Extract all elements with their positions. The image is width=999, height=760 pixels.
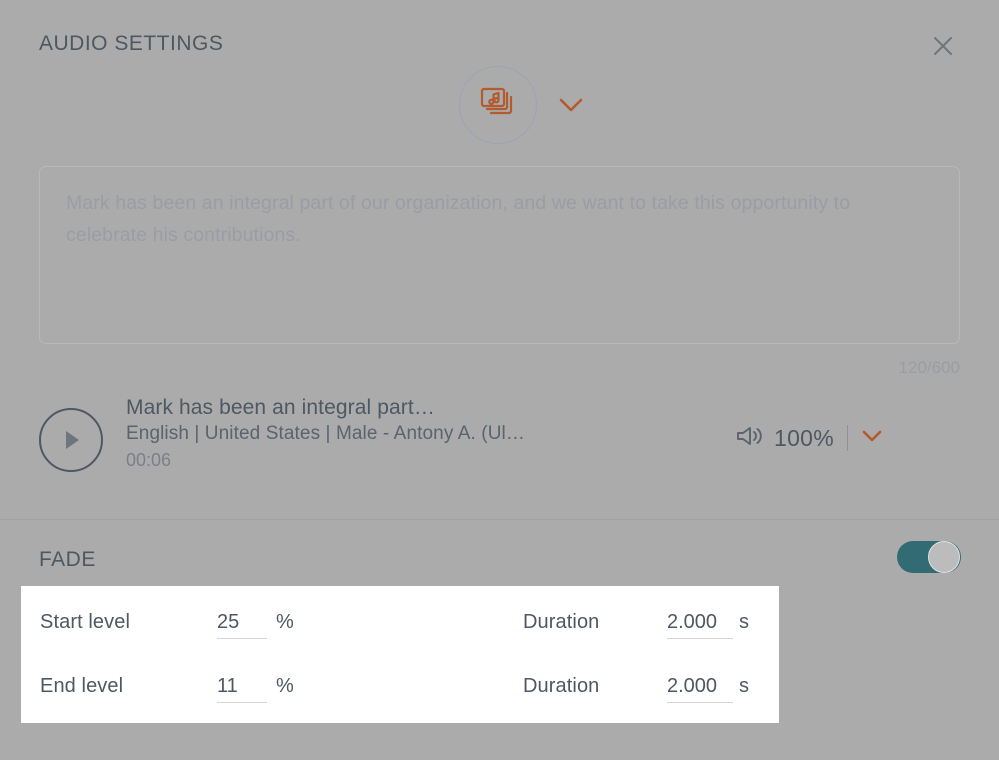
audio-type-selector	[0, 64, 999, 144]
start-level-input[interactable]: 25	[217, 611, 267, 639]
end-duration-field[interactable]: 2.000 s	[667, 675, 749, 703]
fade-toggle-knob	[928, 541, 960, 573]
script-input[interactable]: Mark has been an integral part of our or…	[39, 166, 960, 344]
end-level-label: End level	[40, 675, 124, 697]
volume-separator	[847, 425, 849, 451]
end-level-field[interactable]: 11 %	[217, 675, 294, 703]
close-icon[interactable]	[925, 28, 961, 64]
end-duration-input[interactable]: 2.000	[667, 675, 733, 703]
fade-row-end: End level 11 % Duration 2.000 s	[21, 658, 779, 722]
fade-settings-panel: Start level 25 % Duration 2.000 s End le…	[21, 586, 779, 723]
speaker-icon[interactable]	[735, 423, 765, 454]
volume-value: 100%	[774, 424, 835, 451]
start-duration-input[interactable]: 2.000	[667, 611, 733, 639]
page-title: AUDIO SETTINGS	[39, 32, 224, 55]
clip-name: Mark has been an integral part…	[126, 396, 435, 419]
music-cards-stack-icon[interactable]	[459, 66, 537, 144]
start-duration-field[interactable]: 2.000 s	[667, 611, 749, 639]
volume-control[interactable]: 100%	[735, 420, 885, 456]
play-icon[interactable]	[39, 408, 103, 472]
audio-clip-row: Mark has been an integral part… English …	[0, 392, 999, 504]
start-level-label: Start level	[40, 611, 131, 633]
end-duration-unit: s	[739, 675, 749, 697]
script-placeholder-text: Mark has been an integral part of our or…	[66, 192, 851, 246]
chevron-down-icon[interactable]	[556, 92, 586, 118]
panel-header: AUDIO SETTINGS	[0, 0, 999, 70]
clip-duration: 00:06	[126, 450, 172, 470]
start-duration-label: Duration	[523, 611, 600, 633]
clip-meta: English | United States | Male - Antony …	[126, 423, 525, 444]
start-level-unit: %	[276, 611, 294, 633]
chevron-down-icon[interactable]	[859, 426, 885, 451]
fade-section-header: FADE	[0, 520, 999, 586]
start-duration-unit: s	[739, 611, 749, 633]
character-counter: 120/600	[898, 358, 960, 377]
end-level-input[interactable]: 11	[217, 675, 267, 703]
fade-row-start: Start level 25 % Duration 2.000 s	[21, 594, 779, 658]
end-duration-label: Duration	[523, 675, 600, 697]
end-level-unit: %	[276, 675, 294, 697]
start-level-field[interactable]: 25 %	[217, 611, 294, 639]
clip-info: Mark has been an integral part… English …	[126, 396, 686, 471]
fade-toggle[interactable]	[897, 541, 961, 573]
fade-title: FADE	[39, 548, 96, 571]
section-divider	[0, 519, 999, 520]
